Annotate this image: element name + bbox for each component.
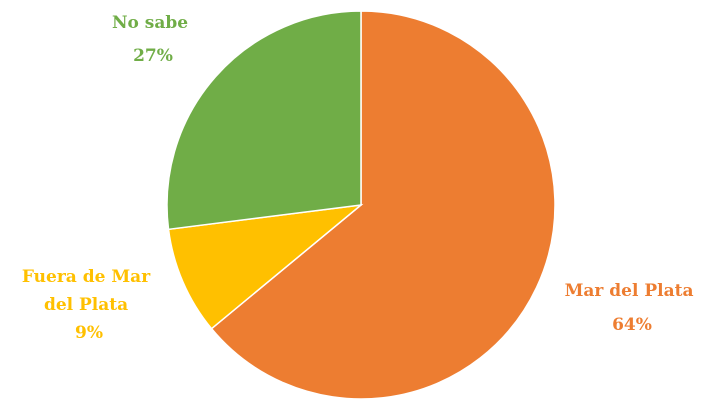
slice-value-no-sabe: 27% — [133, 46, 173, 66]
slice-value-fuera-de-mar-del-plata: 9% — [75, 323, 103, 343]
slice-label-fuera-line-1: Fuera de Mar — [22, 267, 151, 287]
pie-slices — [166, 10, 556, 399]
slice-label-no-sabe-line-1: No sabe — [112, 13, 188, 33]
slice-label-mar-del-plata: Mar del Plata 64% — [565, 281, 700, 335]
slice-label-no-sabe: No sabe 27% — [112, 13, 194, 66]
pie-slice-no-sabe — [166, 10, 362, 231]
slice-label-fuera-de-mar-del-plata: Fuera de Mar del Plata 9% — [22, 267, 156, 343]
pie-slice-fuera-de-mar-del-plata — [167, 203, 364, 330]
slice-label-fuera-line-2: del Plata — [44, 295, 128, 315]
slice-label-mar-del-plata-line-1: Mar del Plata — [565, 281, 694, 301]
slice-value-mar-del-plata: 64% — [612, 315, 652, 335]
pie-slice-mar-del-plata — [210, 10, 556, 399]
